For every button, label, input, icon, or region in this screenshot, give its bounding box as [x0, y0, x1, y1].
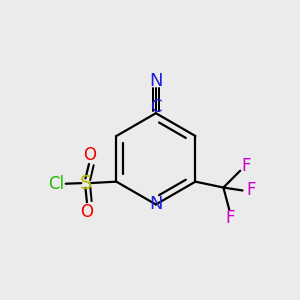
Text: N: N — [149, 196, 163, 214]
Text: N: N — [149, 72, 163, 90]
Text: F: F — [246, 182, 256, 200]
Text: F: F — [242, 157, 251, 175]
Text: F: F — [225, 209, 235, 227]
Text: Cl: Cl — [48, 175, 64, 193]
Text: S: S — [79, 174, 92, 193]
Text: O: O — [80, 203, 93, 221]
Text: C: C — [150, 98, 162, 116]
Text: O: O — [83, 146, 96, 164]
